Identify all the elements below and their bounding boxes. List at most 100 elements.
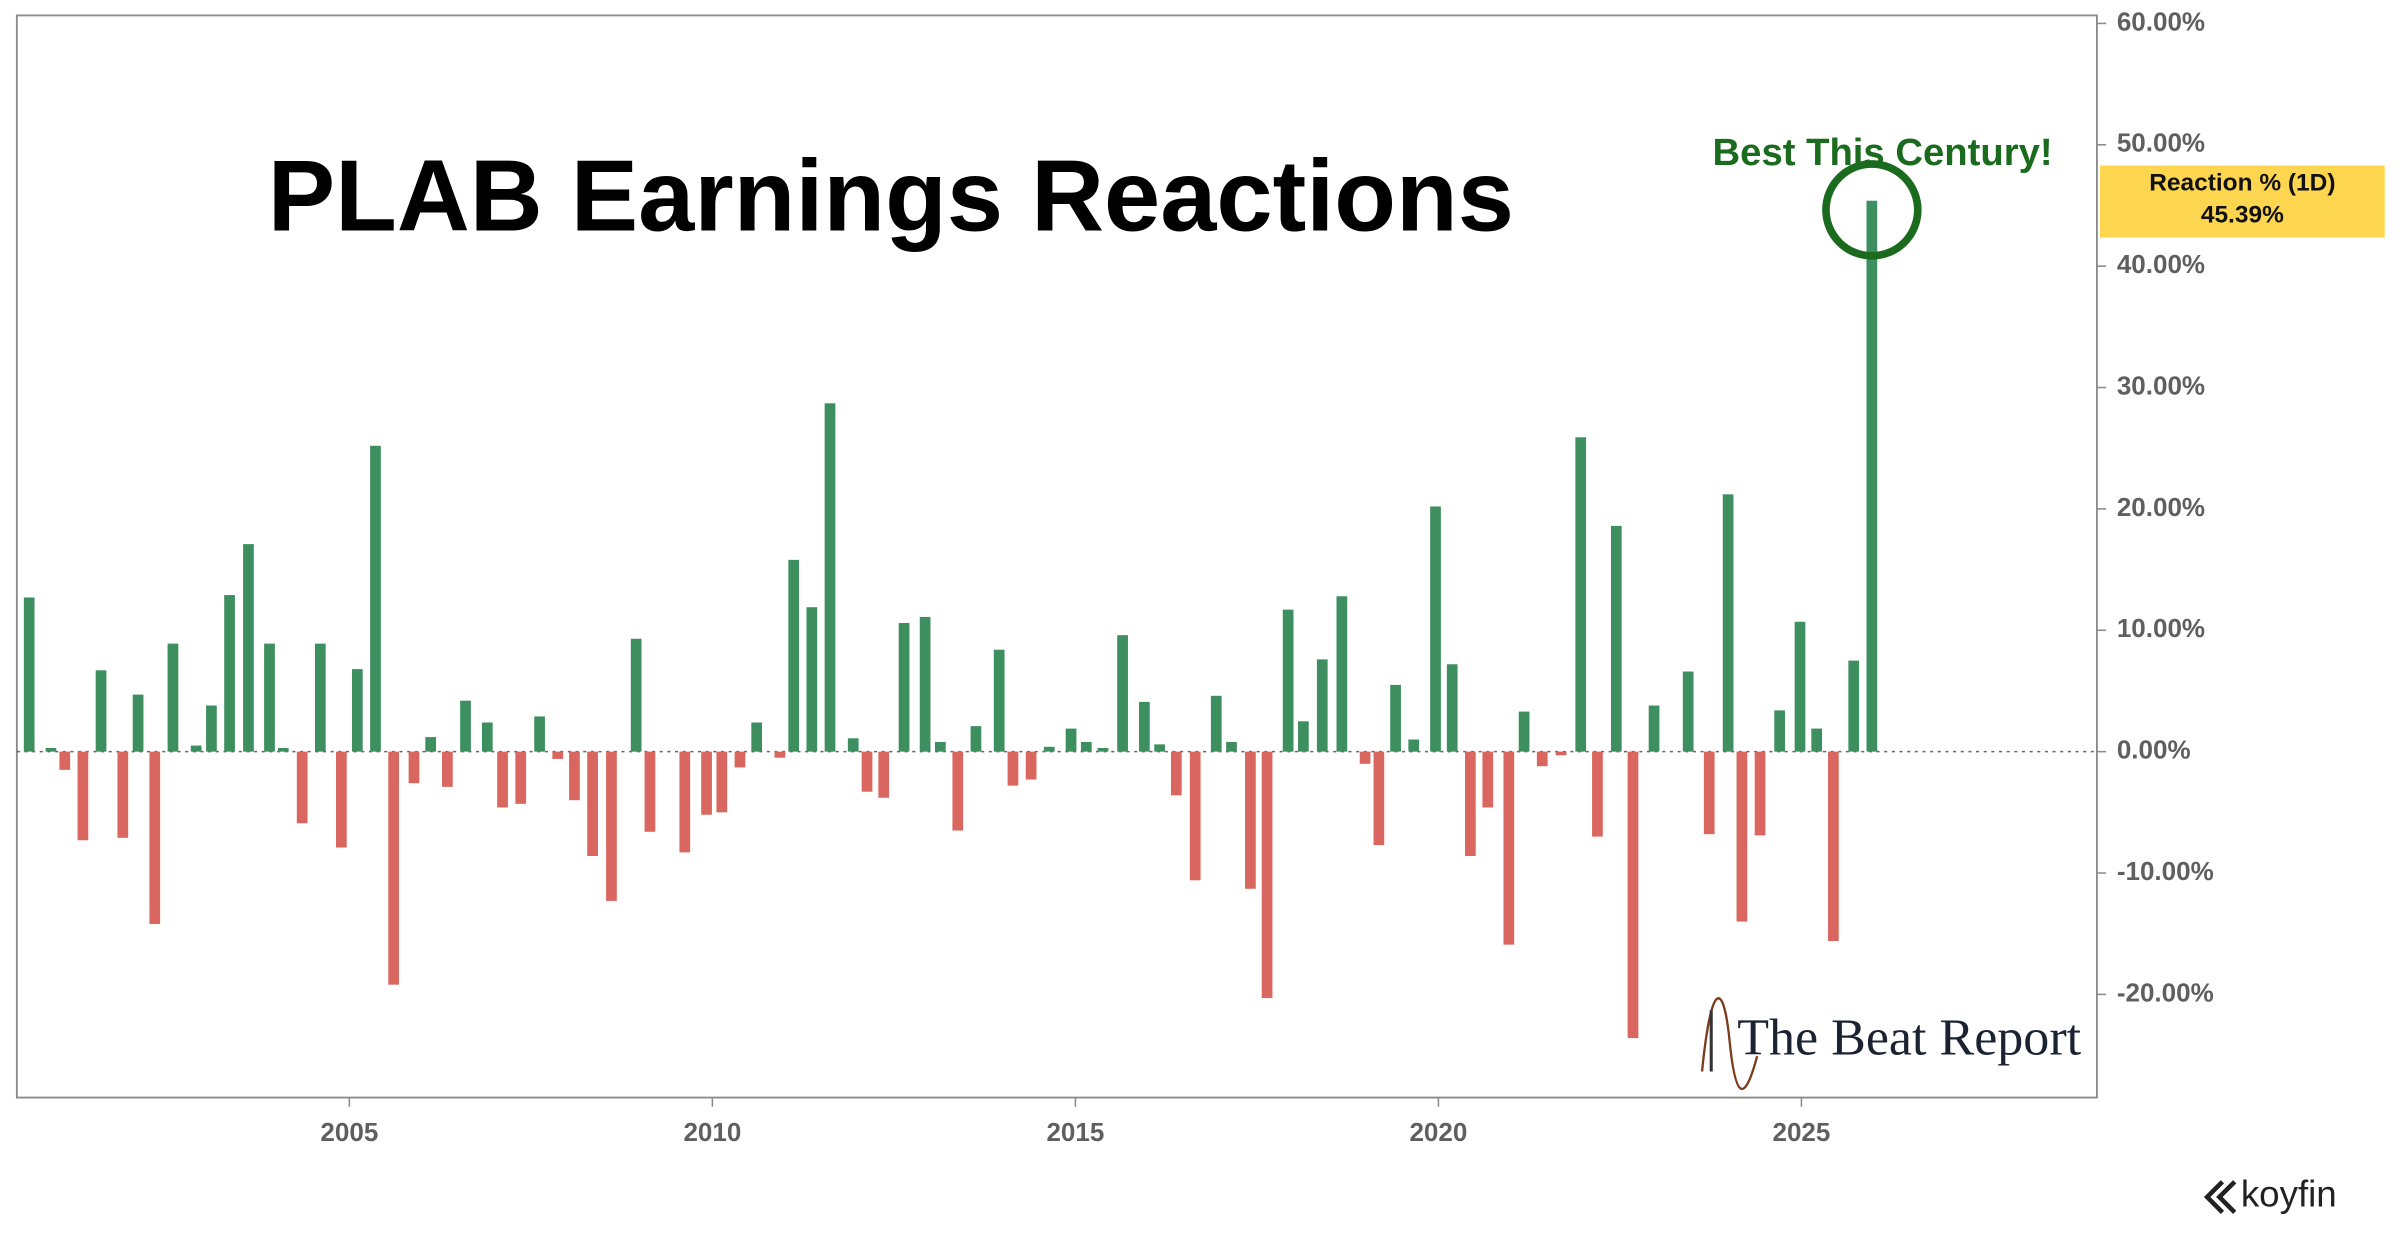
- bar: [861, 751, 873, 792]
- y-tick-label: 0.00%: [2117, 735, 2191, 765]
- x-tick-label: 2015: [1046, 1117, 1104, 1147]
- bar: [1245, 751, 1256, 889]
- bar: [264, 643, 275, 752]
- bar: [1811, 728, 1823, 752]
- source-icon: [2203, 1180, 2237, 1214]
- bar: [336, 751, 347, 848]
- bar: [552, 751, 564, 759]
- bar: [1536, 751, 1548, 767]
- bar: [95, 670, 107, 752]
- bar: [1794, 621, 1806, 752]
- bar: [481, 722, 493, 752]
- bar: [1336, 596, 1348, 752]
- bar: [1774, 710, 1786, 752]
- bar: [1592, 751, 1603, 837]
- bar: [1848, 660, 1860, 752]
- watermark: The Beat Report: [1737, 1009, 2081, 1066]
- bar: [606, 751, 617, 901]
- bar: [1575, 437, 1587, 752]
- bar: [1503, 751, 1515, 945]
- source: koyfin: [2241, 1174, 2337, 1215]
- bar: [1316, 659, 1328, 752]
- bar: [460, 700, 471, 752]
- bar: [1390, 684, 1401, 752]
- bar: [587, 751, 598, 857]
- x-tick-label: 2025: [1773, 1117, 1831, 1147]
- bar: [569, 751, 580, 801]
- bar: [1170, 751, 1182, 796]
- bar: [1446, 664, 1458, 752]
- bar: [1648, 705, 1660, 752]
- x-tick-label: 2010: [683, 1117, 741, 1147]
- bar: [716, 751, 728, 813]
- bar: [190, 745, 202, 752]
- bar: [919, 616, 931, 752]
- bar: [751, 722, 763, 752]
- bar: [497, 751, 508, 808]
- bar: [1754, 751, 1766, 836]
- bar: [1043, 746, 1055, 752]
- bar: [1359, 751, 1371, 764]
- bar: [1154, 744, 1165, 752]
- bar: [970, 726, 982, 752]
- bar: [1703, 751, 1715, 835]
- bar: [45, 748, 57, 752]
- bar: [1518, 711, 1530, 752]
- bar: [534, 716, 545, 752]
- bar: [370, 445, 381, 752]
- bar: [824, 403, 836, 752]
- bar: [167, 643, 179, 752]
- bar: [1097, 748, 1109, 752]
- plot-frame: [15, 14, 2098, 1099]
- bar: [788, 559, 800, 752]
- bar: [59, 751, 71, 770]
- bar: [1465, 751, 1476, 857]
- bar: [1007, 751, 1019, 786]
- bar: [734, 751, 746, 768]
- bar: [206, 705, 217, 752]
- bar: [351, 669, 363, 752]
- bar: [1627, 751, 1639, 1039]
- bar: [277, 748, 289, 752]
- bar: [1298, 721, 1309, 752]
- chart-title: PLAB Earnings Reactions: [268, 140, 1514, 252]
- bar: [993, 649, 1005, 752]
- y-tick-label: 60.00%: [2117, 6, 2205, 36]
- bar: [388, 751, 400, 985]
- bar: [314, 643, 326, 752]
- y-tick-label: -20.00%: [2117, 977, 2214, 1007]
- y-tick-label: -10.00%: [2117, 856, 2214, 886]
- source-logo: koyfin: [2203, 1174, 2337, 1215]
- bar: [442, 751, 453, 787]
- bar: [1210, 695, 1222, 752]
- bar: [117, 751, 129, 838]
- bar: [935, 741, 946, 752]
- y-tick-label: 40.00%: [2117, 249, 2205, 279]
- highlight-circle: [1822, 160, 1922, 260]
- bar: [1610, 525, 1622, 752]
- x-tick-label: 2005: [320, 1117, 378, 1147]
- bar: [898, 622, 910, 752]
- bar: [847, 738, 859, 752]
- bar: [1682, 671, 1694, 752]
- bar: [1189, 751, 1201, 881]
- bar: [774, 751, 786, 758]
- y-tick-label: 20.00%: [2117, 492, 2205, 522]
- y-tick-label: 30.00%: [2117, 370, 2205, 400]
- bar: [1866, 200, 1878, 752]
- annotation: Best This Century!: [1713, 131, 2053, 174]
- bar: [1482, 751, 1494, 808]
- x-tick-label: 2020: [1409, 1117, 1467, 1147]
- bar: [630, 638, 642, 752]
- marker-value: 45.39%: [2201, 202, 2284, 229]
- bar: [1117, 635, 1128, 752]
- bar: [132, 694, 144, 752]
- bar: [515, 751, 527, 804]
- bar: [1139, 701, 1150, 752]
- bar: [1080, 741, 1092, 752]
- bar: [1430, 506, 1441, 752]
- bar: [1065, 728, 1077, 752]
- bar: [1722, 494, 1734, 752]
- bar: [224, 595, 235, 752]
- bar: [1025, 751, 1037, 780]
